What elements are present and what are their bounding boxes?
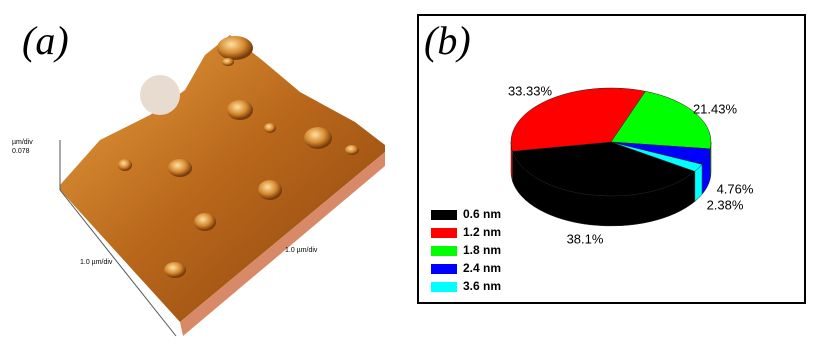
value-label: 38.1% — [567, 231, 604, 246]
y-axis-label: 1.0 µm/div — [285, 247, 318, 254]
value-label: 21.43% — [693, 101, 738, 116]
panel-label: (a) — [22, 18, 69, 63]
chart-title: (b) — [424, 18, 471, 63]
legend-swatch — [431, 264, 457, 274]
legend-swatch — [431, 228, 457, 238]
x-axis-label: 1.0 µm/div — [80, 259, 113, 266]
legend-label: 1.8 nm — [463, 243, 501, 257]
pie-slice — [610, 91, 712, 150]
value-label: 33.33% — [508, 83, 553, 98]
legend-label: 2.4 nm — [463, 261, 501, 275]
legend-swatch — [431, 246, 457, 256]
pie-slice — [610, 141, 703, 172]
legend-label: 1.2 nm — [463, 225, 501, 239]
panel-frame — [417, 14, 806, 304]
legend-label: 0.6 nm — [463, 207, 501, 221]
value-label: 4.76% — [717, 181, 754, 196]
z-axis-unit: µm/div — [12, 139, 33, 146]
afm-image — [59, 35, 385, 337]
value-label: 2.38% — [707, 197, 744, 212]
z-axis-value: 0.078 — [12, 148, 30, 155]
pie-slice — [510, 87, 646, 152]
legend-label: 3.6 nm — [463, 279, 501, 293]
legend-swatch — [431, 210, 457, 220]
legend-swatch — [431, 282, 457, 292]
